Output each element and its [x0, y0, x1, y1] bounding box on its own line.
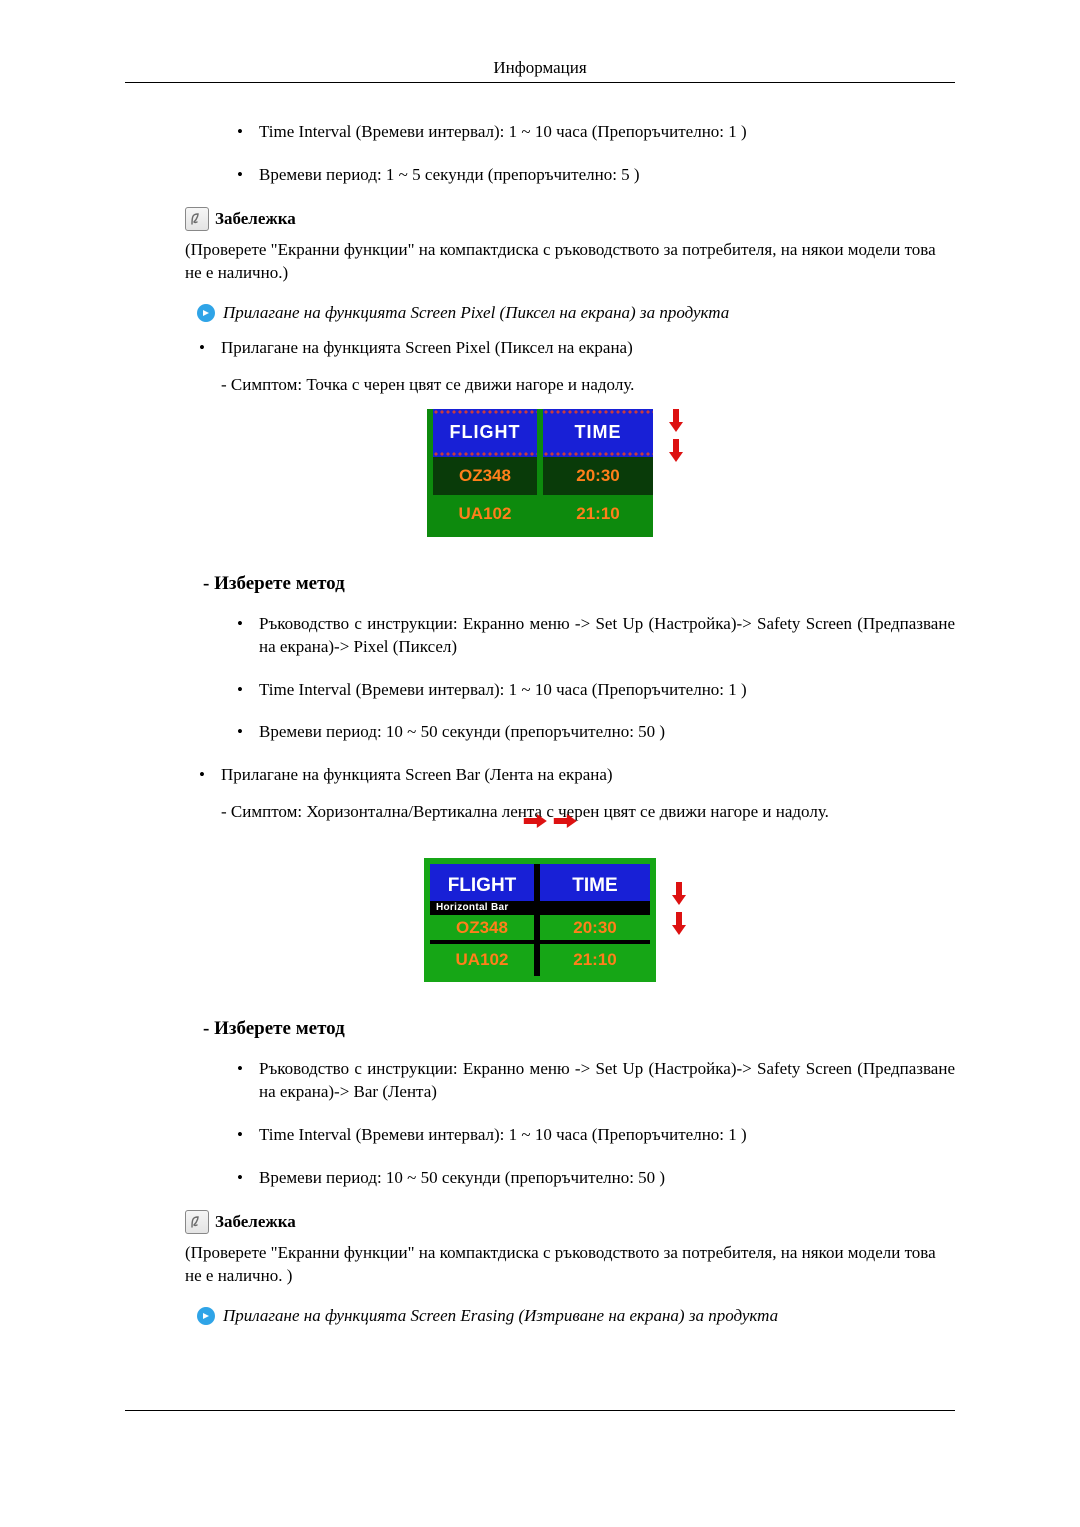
note-icon [185, 207, 209, 231]
side-arrows [669, 409, 683, 463]
table-cell: OZ348 [433, 457, 543, 495]
figure-pixel: FLIGHT TIME OZ348 20:30 UA102 21:10 [125, 409, 955, 537]
bar-item-list: Прилагане на функцията Screen Bar (Лента… [125, 764, 955, 787]
cell-text: TIME [572, 875, 617, 896]
list-item: Прилагане на функцията Screen Bar (Лента… [197, 764, 955, 787]
section-heading-erasing: Прилагане на функцията Screen Erasing (И… [197, 1306, 955, 1326]
list-item-text: Времеви период: 1 ~ 5 секунди (препоръчи… [259, 165, 640, 184]
divider-bottom [125, 1410, 955, 1411]
arrow-down-icon [672, 912, 686, 936]
list-item: Time Interval (Времеви интервал): 1 ~ 10… [235, 121, 955, 144]
list-item-text: Ръководство с инструкции: Екранно меню -… [259, 614, 955, 656]
list-item: Ръководство с инструкции: Екранно меню -… [235, 1058, 955, 1104]
note-text: (Проверете "Екранни функции" на компактд… [185, 239, 955, 285]
method1-bullets: Ръководство с инструкции: Екранно меню -… [125, 613, 955, 745]
horizontal-bar-label: Horizontal Bar [430, 901, 534, 915]
side-arrows [672, 882, 686, 936]
table-header-cell: TIME [543, 409, 653, 457]
list-item-text: Прилагане на функцията Screen Pixel (Пик… [221, 338, 633, 357]
figure-bar: FLIGHT Horizontal Bar TIME OZ348 20:30 U… [125, 836, 955, 982]
table-cell: UA102 [433, 495, 543, 537]
top-arrows [524, 814, 578, 828]
list-item: Time Interval (Времеви интервал): 1 ~ 10… [235, 1124, 955, 1147]
cell-text: FLIGHT [450, 422, 521, 442]
arrow-right-icon [554, 814, 578, 828]
section-heading-pixel: Прилагане на функцията Screen Pixel (Пик… [197, 303, 955, 323]
table-header-cell: TIME [540, 864, 650, 908]
arrow-right-icon [524, 814, 548, 828]
method2-bullets: Ръководство с инструкции: Екранно меню -… [125, 1058, 955, 1190]
list-item-text: Time Interval (Времеви интервал): 1 ~ 10… [259, 680, 747, 699]
list-item: Времеви период: 10 ~ 50 секунди (препоръ… [235, 1167, 955, 1190]
method-heading: - Изберете метод [203, 573, 955, 595]
pixel-item-list: Прилагане на функцията Screen Pixel (Пик… [125, 337, 955, 360]
note-row: Забележка [185, 207, 955, 231]
section-heading-text: Прилагане на функцията Screen Pixel (Пик… [223, 303, 729, 323]
list-item-text: Time Interval (Времеви интервал): 1 ~ 10… [259, 122, 747, 141]
arrow-right-icon [197, 1307, 215, 1325]
arrow-down-icon [669, 439, 683, 463]
list-item: Time Interval (Времеви интервал): 1 ~ 10… [235, 679, 955, 702]
arrow-down-icon [669, 409, 683, 433]
table-header-cell: FLIGHT Horizontal Bar [430, 864, 540, 908]
symptom-text: - Симптом: Точка с черен цвят се движи н… [221, 374, 955, 397]
note-label: Забележка [215, 209, 296, 229]
table-cell: UA102 [430, 940, 540, 976]
note-row: Забележка [185, 1210, 955, 1234]
intro-bullet-list: Time Interval (Времеви интервал): 1 ~ 10… [125, 121, 955, 187]
flight-table-2: FLIGHT Horizontal Bar TIME OZ348 20:30 U… [424, 858, 656, 982]
list-item: Времеви период: 10 ~ 50 секунди (препоръ… [235, 721, 955, 744]
cell-text: TIME [575, 422, 622, 442]
table-cell: 20:30 [543, 457, 653, 495]
divider-top [125, 82, 955, 83]
list-item-text: Времеви период: 10 ~ 50 секунди (препоръ… [259, 1168, 665, 1187]
list-item: Времеви период: 1 ~ 5 секунди (препоръчи… [235, 164, 955, 187]
note-label: Забележка [215, 1212, 296, 1232]
symptom-text: - Симптом: Хоризонтална/Вертикална лента… [221, 801, 955, 824]
note-text: (Проверете "Екранни функции" на компактд… [185, 1242, 955, 1288]
cell-text: FLIGHT [448, 875, 517, 896]
flight-table-1: FLIGHT TIME OZ348 20:30 UA102 21:10 [427, 409, 653, 537]
arrow-down-icon [672, 882, 686, 906]
list-item: Ръководство с инструкции: Екранно меню -… [235, 613, 955, 659]
page-header-title: Информация [125, 58, 955, 78]
table-cell: 21:10 [540, 940, 650, 976]
list-item-text: Времеви период: 10 ~ 50 секунди (препоръ… [259, 722, 665, 741]
list-item-text: Прилагане на функцията Screen Bar (Лента… [221, 765, 613, 784]
table-header-cell: FLIGHT [433, 409, 543, 457]
method-heading: - Изберете метод [203, 1018, 955, 1040]
section-heading-text: Прилагане на функцията Screen Erasing (И… [223, 1306, 778, 1326]
list-item-text: Time Interval (Времеви интервал): 1 ~ 10… [259, 1125, 747, 1144]
arrow-right-icon [197, 304, 215, 322]
list-item-text: Ръководство с инструкции: Екранно меню -… [259, 1059, 955, 1101]
note-icon [185, 1210, 209, 1234]
list-item: Прилагане на функцията Screen Pixel (Пик… [197, 337, 955, 360]
horizontal-bar [540, 901, 650, 915]
table-cell: 21:10 [543, 495, 653, 537]
